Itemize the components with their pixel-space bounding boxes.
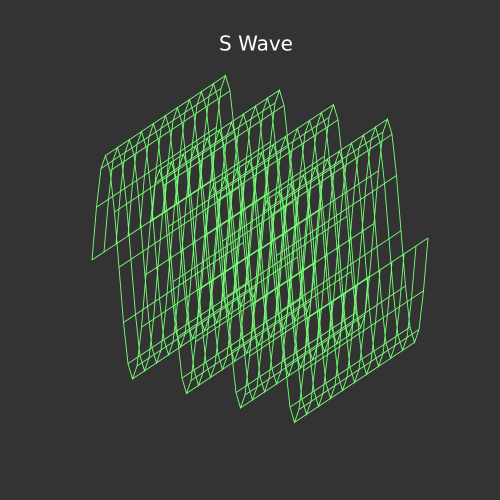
wire-ridge [204,155,325,237]
wire-ridge [123,242,244,323]
wire-ridge [213,104,334,185]
wire-ridge [226,215,348,297]
wire-ridge [136,285,258,367]
wire-ridge [91,179,213,261]
wire-ridge [109,90,231,172]
wire-ridge [132,298,253,380]
wire-ridge [172,201,294,283]
wire-ridge [145,194,267,275]
wire-ridge [258,170,379,252]
wire-ridge [222,160,343,242]
wire-ridge [168,146,289,227]
wire-ridge [235,312,357,393]
wire-ridge [280,230,402,312]
wire-ridge [307,237,429,319]
wire-ridge [181,297,303,379]
wire-ridge [163,105,285,186]
wire-ridge [96,126,217,208]
wire-ridge [249,275,370,357]
wire-ridge [231,271,352,352]
wire-ridge [267,118,388,200]
wire-ridge [217,119,339,201]
wire-ridge [244,314,366,396]
wire-ridge [303,290,424,372]
wire-ridge [208,117,330,198]
wire-ridge [114,131,235,213]
wire-ridge [118,186,240,268]
wire-ridge [285,285,406,367]
wire-ridge [289,326,411,408]
wire-ridge [195,261,316,343]
wire-ridge [154,102,276,184]
wire-ridge [240,327,361,409]
wire-ridge [271,134,393,215]
wire-ridge [177,256,298,338]
wire-ridge [141,246,262,328]
wire-ridge [199,208,321,290]
wire-ridge [190,300,312,381]
wire-ridge [127,283,249,364]
wire-ridge [253,223,375,304]
wire-ridge [100,88,222,169]
wire-ridge [294,342,415,423]
wire-ridge [105,75,226,156]
wire-ridge [262,131,384,213]
chart-title: S Wave [219,32,293,56]
wire-ridge [298,329,420,410]
wire-ridge [276,175,397,256]
wire-ridge [186,313,307,394]
wire-ridge [150,141,271,223]
wire-ridge [159,89,280,171]
